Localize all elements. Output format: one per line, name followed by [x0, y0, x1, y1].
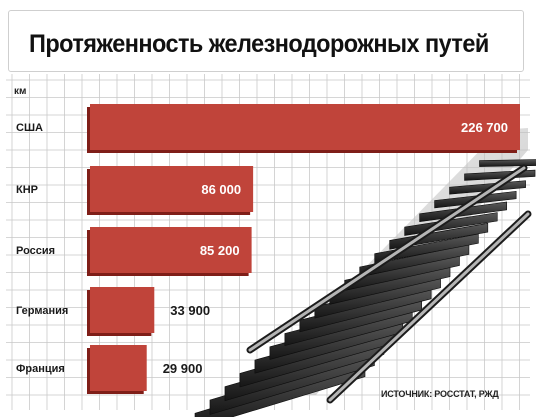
- value-label: 85 200: [200, 243, 240, 258]
- value-label: 226 700: [461, 120, 508, 135]
- bar: [90, 227, 252, 273]
- value-label: 33 900: [170, 303, 210, 318]
- bar: [90, 166, 254, 212]
- category-label: Франция: [16, 363, 65, 375]
- source-note: ИСТОЧНИК: РОССТАТ, РЖД: [381, 389, 499, 399]
- title-box: Протяженность железнодорожных путей: [8, 10, 524, 72]
- rail-right: [328, 212, 530, 402]
- category-label: КНР: [16, 184, 38, 196]
- rail-left: [248, 166, 526, 352]
- category-label: Германия: [16, 305, 68, 317]
- bar: [90, 104, 520, 150]
- category-label: США: [16, 122, 43, 134]
- chart-title: Протяженность железнодорожных путей: [29, 30, 489, 58]
- category-label: Россия: [16, 245, 55, 257]
- bar: [90, 345, 147, 391]
- value-label: 86 000: [201, 182, 241, 197]
- value-label: 29 900: [163, 361, 203, 376]
- sleeper: [374, 233, 479, 264]
- unit-label: км: [14, 86, 27, 97]
- sleeper: [479, 159, 536, 167]
- bar: [90, 287, 155, 333]
